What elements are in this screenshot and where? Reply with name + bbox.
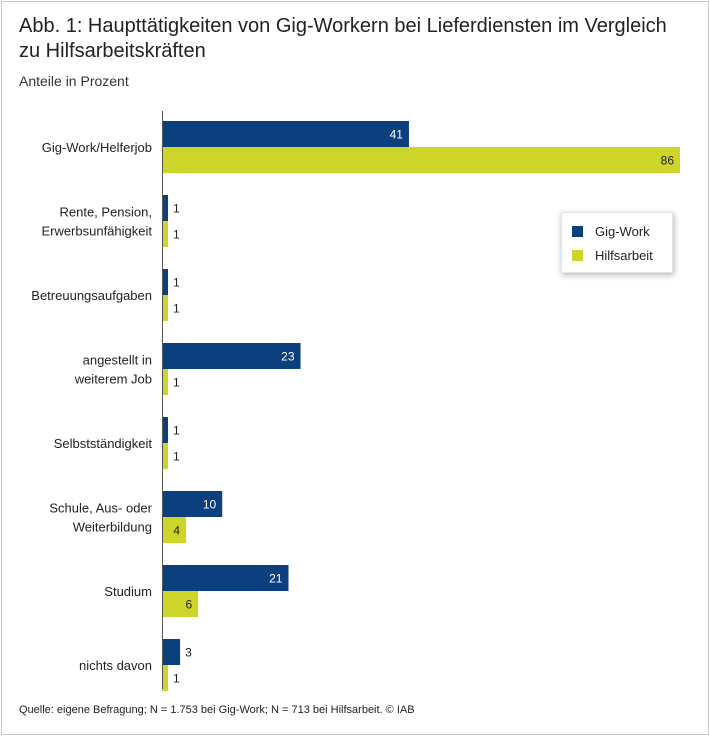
category-label-studium: Studium bbox=[104, 584, 152, 599]
category-label-rente-pension-erwerbsunfähigkeit: Rente, Pension, Erwerbsunfähigkeit bbox=[41, 205, 152, 239]
bar-hilfsarbeit-nichts-davon bbox=[162, 665, 169, 691]
bar-hilfsarbeit-betreuungsaufgaben bbox=[162, 295, 169, 321]
data-label-hilfsarbeit-angestellt-in-weiterem-job: 1 bbox=[173, 376, 180, 390]
data-label-gig-work-nichts-davon: 3 bbox=[185, 646, 192, 660]
bar-hilfsarbeit-rente-pension-erwerbsunfähigkeit bbox=[162, 221, 169, 247]
data-label-gig-work-angestellt-in-weiterem-job: 23 bbox=[281, 350, 295, 364]
bar-gig-work-selbstständigkeit bbox=[162, 417, 169, 443]
bar-gig-work-nichts-davon bbox=[162, 639, 181, 665]
bar-gig-work-gig-work-helferjob bbox=[162, 121, 409, 147]
data-label-hilfsarbeit-gig-work-helferjob: 86 bbox=[661, 154, 675, 168]
chart-legend: Gig-Work Hilfsarbeit bbox=[561, 212, 673, 273]
bar-hilfsarbeit-studium bbox=[162, 591, 199, 617]
bar-gig-work-angestellt-in-weiterem-job bbox=[162, 343, 301, 369]
legend-item-hilfsarbeit: Hilfsarbeit bbox=[572, 245, 653, 265]
category-label-selbstständigkeit: Selbstständigkeit bbox=[54, 436, 153, 451]
bar-hilfsarbeit-schule-aus-oder-weiterbildung bbox=[162, 517, 187, 543]
bar-gig-work-rente-pension-erwerbsunfähigkeit bbox=[162, 195, 169, 221]
source-note: Quelle: eigene Befragung; N = 1.753 bei … bbox=[19, 704, 415, 716]
legend-item-gig-work: Gig-Work bbox=[572, 221, 650, 241]
bar-hilfsarbeit-angestellt-in-weiterem-job bbox=[162, 369, 169, 395]
data-label-hilfsarbeit-studium: 6 bbox=[185, 598, 192, 612]
category-label-nichts-davon: nichts davon bbox=[79, 658, 152, 673]
category-label-schule-aus-oder-weiterbildung: Schule, Aus- oder Weiterbildung bbox=[49, 501, 152, 535]
legend-swatch-hilfsarbeit bbox=[572, 249, 583, 261]
data-label-gig-work-gig-work-helferjob: 41 bbox=[390, 128, 404, 142]
category-label-gig-work-helferjob: Gig-Work/Helferjob bbox=[42, 140, 152, 155]
data-label-hilfsarbeit-nichts-davon: 1 bbox=[173, 672, 180, 686]
legend-swatch-gig-work bbox=[572, 225, 583, 237]
bar-hilfsarbeit-gig-work-helferjob bbox=[162, 147, 680, 173]
bar-gig-work-schule-aus-oder-weiterbildung bbox=[162, 491, 223, 517]
bar-hilfsarbeit-selbstständigkeit bbox=[162, 443, 169, 469]
data-label-hilfsarbeit-betreuungsaufgaben: 1 bbox=[173, 302, 180, 316]
data-label-hilfsarbeit-schule-aus-oder-weiterbildung: 4 bbox=[173, 524, 180, 538]
bar-gig-work-betreuungsaufgaben bbox=[162, 269, 169, 295]
data-label-gig-work-schule-aus-oder-weiterbildung: 10 bbox=[203, 498, 217, 512]
data-label-hilfsarbeit-selbstständigkeit: 1 bbox=[173, 450, 180, 464]
data-label-gig-work-selbstständigkeit: 1 bbox=[173, 424, 180, 438]
chart-title: Abb. 1: Haupttätigkeiten von Gig-Workern… bbox=[19, 15, 667, 62]
chart-subtitle: Anteile in Prozent bbox=[19, 73, 129, 89]
data-label-gig-work-betreuungsaufgaben: 1 bbox=[173, 276, 180, 290]
bar-gig-work-studium bbox=[162, 565, 289, 591]
legend-label-hilfsarbeit: Hilfsarbeit bbox=[595, 247, 653, 263]
category-label-betreuungsaufgaben: Betreuungsaufgaben bbox=[31, 288, 152, 303]
category-label-angestellt-in-weiterem-job: angestellt in weiterem Job bbox=[74, 353, 152, 387]
data-label-gig-work-rente-pension-erwerbsunfähigkeit: 1 bbox=[173, 202, 180, 216]
legend-label-gig-work: Gig-Work bbox=[595, 223, 650, 239]
data-label-hilfsarbeit-rente-pension-erwerbsunfähigkeit: 1 bbox=[173, 228, 180, 242]
data-label-gig-work-studium: 21 bbox=[269, 572, 283, 586]
